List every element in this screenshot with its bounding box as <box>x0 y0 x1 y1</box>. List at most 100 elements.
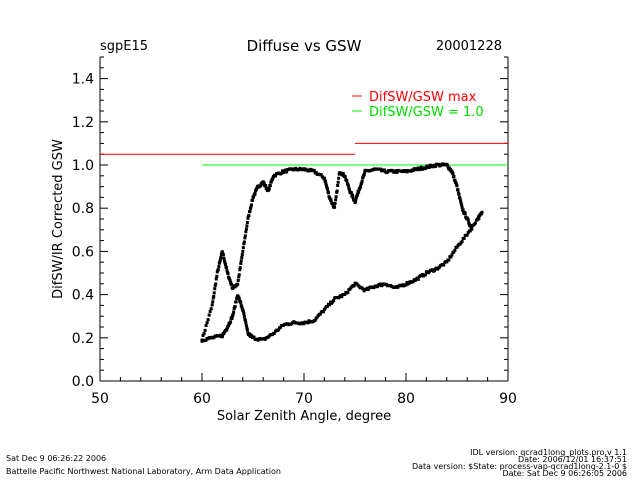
y-tick-label: 0.8 <box>72 201 94 217</box>
data-point <box>335 189 339 193</box>
data-point <box>238 268 242 272</box>
data-point <box>423 167 427 171</box>
data-point <box>204 324 208 328</box>
data-point <box>358 186 362 190</box>
data-point <box>267 187 271 191</box>
data-point <box>469 226 473 230</box>
data-point <box>315 315 319 319</box>
data-point <box>360 181 364 185</box>
data-point <box>407 281 411 285</box>
data-point <box>281 169 285 173</box>
data-point <box>411 169 415 173</box>
data-point <box>451 172 455 176</box>
data-point <box>242 314 246 318</box>
data-point <box>228 277 232 281</box>
data-point <box>323 179 327 183</box>
data-point <box>236 278 240 282</box>
data-point <box>357 190 361 194</box>
y-tick-label: 0.6 <box>72 244 94 260</box>
data-point <box>237 275 241 279</box>
data-point <box>379 167 382 171</box>
data-point <box>262 181 266 185</box>
data-point <box>245 224 249 228</box>
data-point <box>228 279 232 283</box>
data-point <box>431 268 435 272</box>
data-point <box>325 187 329 191</box>
data-point <box>362 173 366 177</box>
data-point <box>366 287 370 291</box>
footer-idl-version: IDL version: qcrad1long_plots.pro,v 1.1 <box>470 448 627 457</box>
data-point <box>450 253 454 257</box>
data-point <box>334 195 338 199</box>
footer-data-version: Data version: $State: process-vap-qcrad1… <box>412 462 627 471</box>
data-point <box>418 167 422 171</box>
data-point <box>208 310 212 314</box>
data-point <box>243 234 247 238</box>
y-tick-label: 1.0 <box>72 158 94 174</box>
data-point <box>458 197 462 201</box>
data-point <box>217 261 221 265</box>
data-point <box>206 318 210 322</box>
data-point <box>232 310 236 314</box>
data-point <box>356 192 360 196</box>
y-tick-label: 1.4 <box>72 72 94 88</box>
y-tick-label: 0.4 <box>72 288 94 304</box>
data-point <box>306 321 310 325</box>
x-tick-label: 90 <box>499 391 517 407</box>
data-point <box>383 168 387 172</box>
data-point <box>324 182 328 186</box>
data-point <box>240 253 244 257</box>
data-point <box>280 171 284 175</box>
data-point <box>240 256 244 260</box>
data-point <box>334 198 338 202</box>
data-point <box>336 183 340 187</box>
data-point <box>250 198 254 202</box>
data-point <box>229 320 233 324</box>
data-point <box>433 269 437 273</box>
reference-lines <box>100 142 508 166</box>
data-point <box>359 184 363 188</box>
data-point <box>354 199 358 203</box>
data-point <box>360 179 364 183</box>
data-point <box>223 263 227 267</box>
data-point <box>427 165 431 169</box>
data-point <box>215 270 219 274</box>
data-point <box>425 164 429 168</box>
data-point <box>457 192 461 196</box>
footer-idl-date: Date: 2006/12/01 16:37:51 <box>518 455 627 464</box>
data-point <box>456 188 460 192</box>
data-point <box>245 326 249 330</box>
data-point <box>241 246 245 250</box>
data-point <box>229 280 233 284</box>
data-point <box>446 164 450 168</box>
data-point <box>238 299 242 303</box>
data-point <box>272 331 276 335</box>
data-point <box>234 300 238 304</box>
data-point <box>326 191 330 195</box>
data-point <box>312 168 316 172</box>
data-point <box>434 164 438 168</box>
data-point <box>244 227 248 231</box>
data-point <box>269 180 273 184</box>
data-point <box>248 206 252 210</box>
data-point <box>459 201 463 205</box>
data-point <box>207 313 211 317</box>
data-point <box>332 298 336 302</box>
data-point <box>319 173 323 177</box>
data-point <box>324 184 328 188</box>
data-point <box>469 224 473 228</box>
data-point <box>404 283 408 287</box>
chart-title: Diffuse vs GSW <box>247 37 362 55</box>
data-points <box>200 162 484 343</box>
data-point <box>391 169 395 173</box>
data-point <box>468 229 472 233</box>
data-point <box>209 307 213 311</box>
x-tick-label: 60 <box>193 391 211 407</box>
data-point <box>442 263 446 267</box>
data-point <box>238 266 242 270</box>
data-point <box>220 250 224 254</box>
data-point <box>454 181 458 185</box>
data-point <box>218 258 222 262</box>
data-point <box>202 332 206 336</box>
